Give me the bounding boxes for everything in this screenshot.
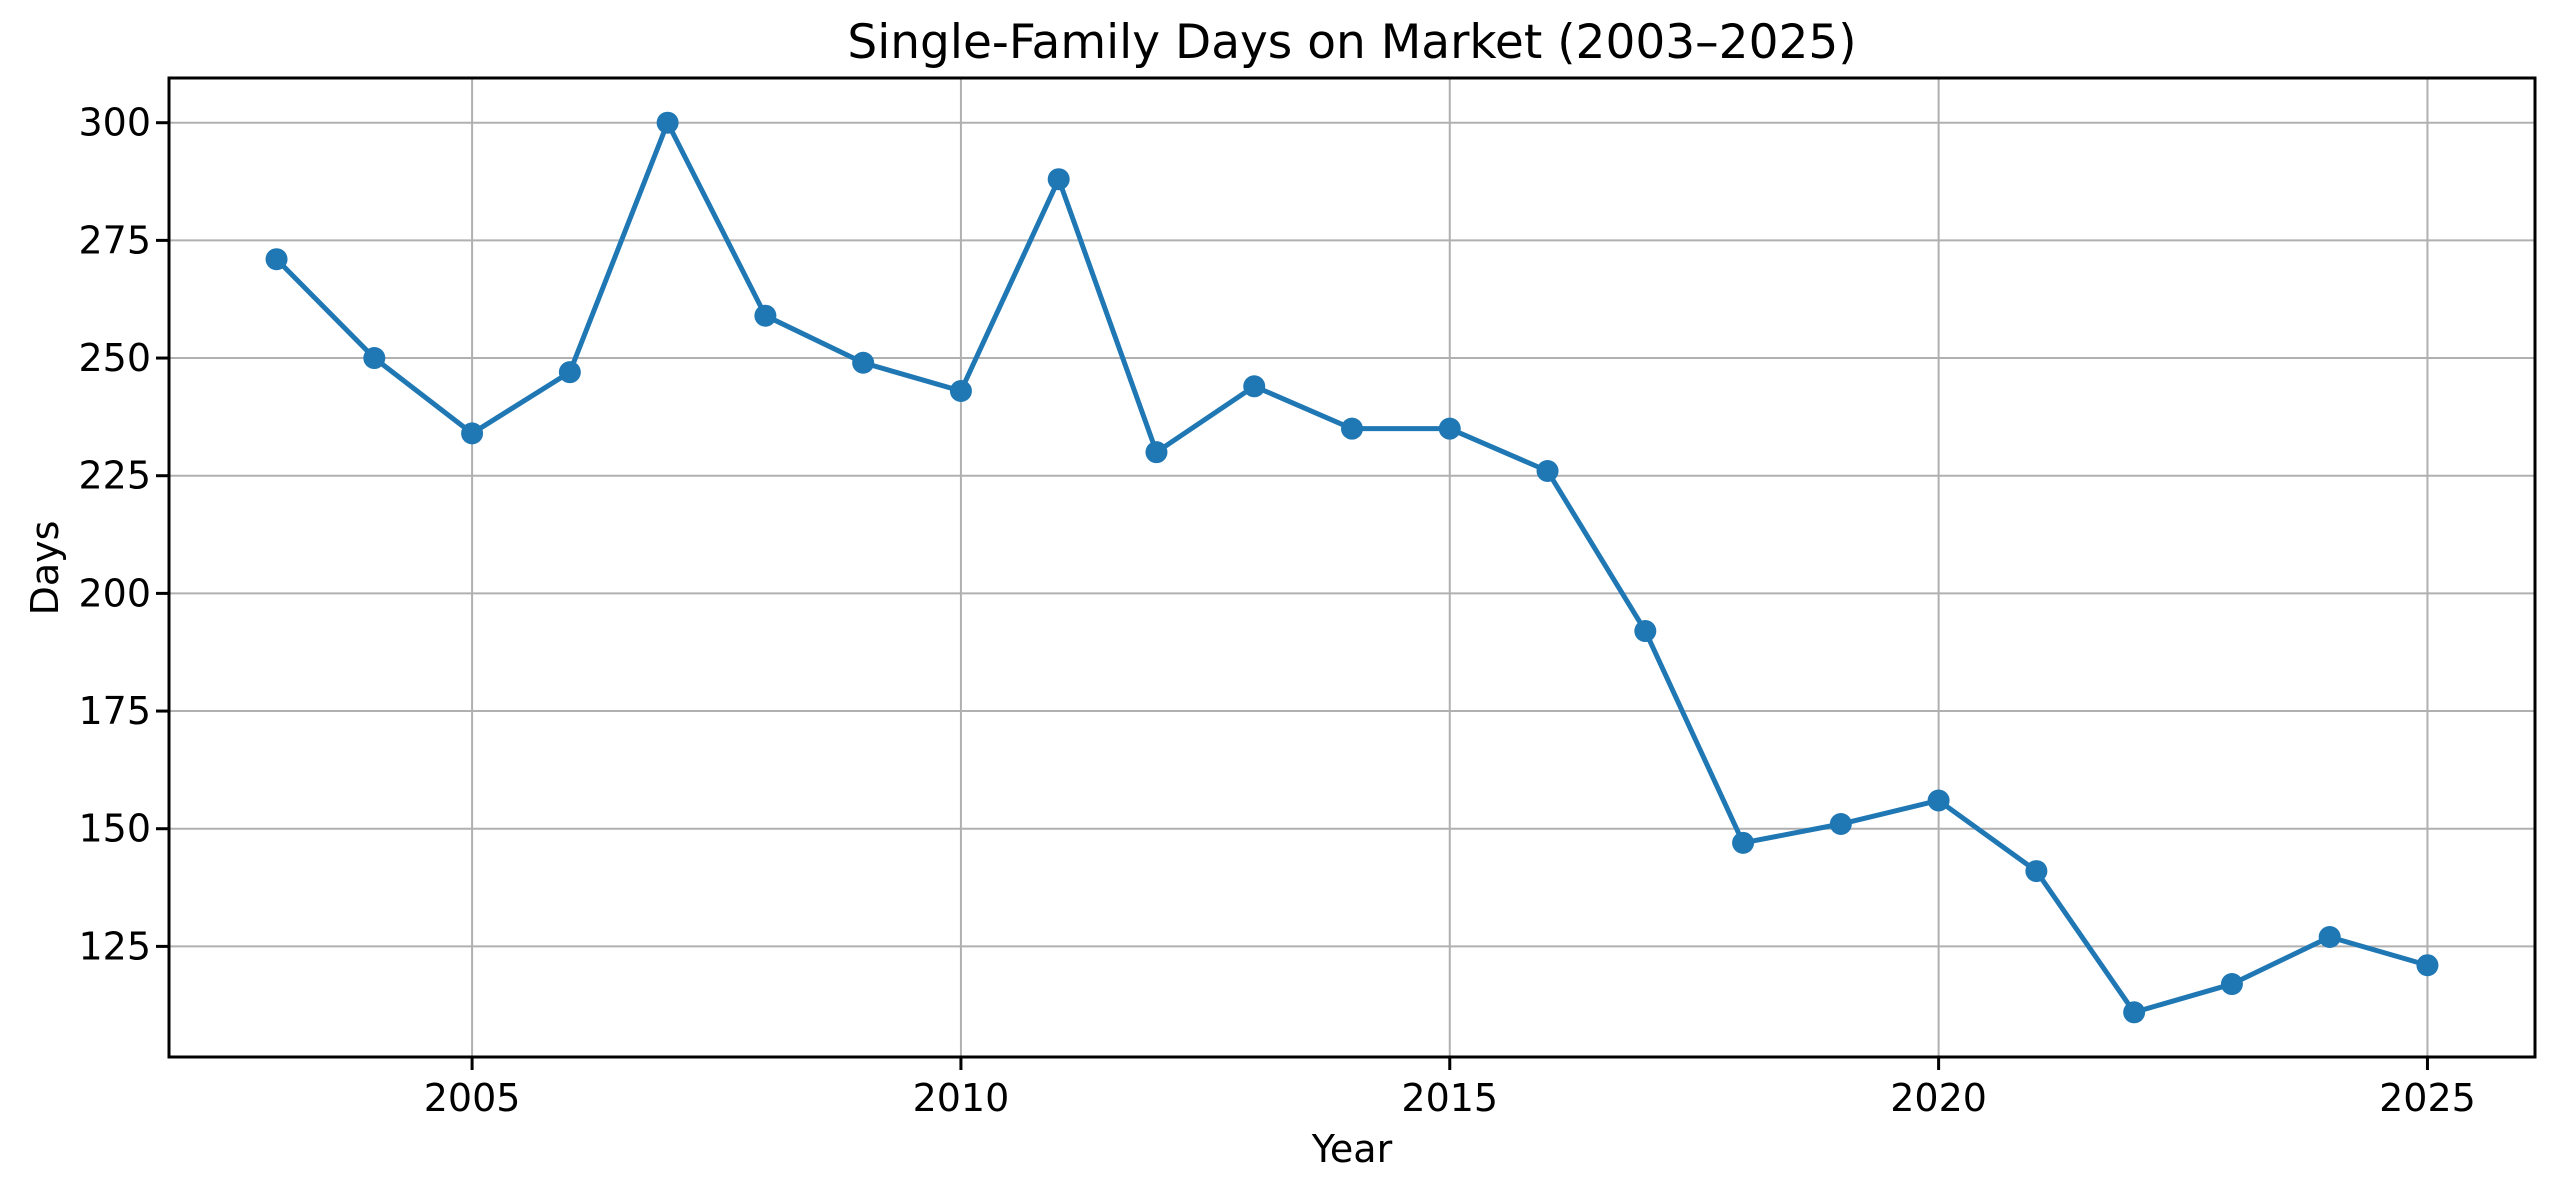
x-tick-label: 2025 xyxy=(2379,1076,2476,1120)
axis-layer: 125 150 175 200 225 250 275 300 2005 2010 2015 2020… xyxy=(78,76,2537,1120)
y-tick-label: 300 xyxy=(78,101,151,145)
y-axis-label: Days xyxy=(23,521,67,616)
x-axis-label: Year xyxy=(1311,1127,1393,1171)
data-point xyxy=(1438,417,1461,440)
data-point xyxy=(363,347,386,370)
data-point xyxy=(1536,460,1559,483)
data-point xyxy=(2025,860,2048,883)
data-point xyxy=(558,361,581,384)
data-point xyxy=(1732,831,1755,854)
data-point xyxy=(1243,375,1266,398)
x-tick-label: 2005 xyxy=(424,1076,521,1120)
data-point xyxy=(2416,954,2439,977)
y-tick-label: 275 xyxy=(78,218,151,262)
data-point xyxy=(656,111,679,134)
data-point xyxy=(461,422,484,445)
data-point xyxy=(949,379,972,402)
data-point xyxy=(852,351,875,374)
data-point xyxy=(1829,813,1852,836)
data-point xyxy=(1341,417,1363,440)
series-layer xyxy=(265,111,2439,1024)
y-tick-label: 250 xyxy=(78,336,151,380)
data-point xyxy=(2220,973,2243,996)
y-tick-label: 175 xyxy=(78,689,151,733)
data-point xyxy=(1634,620,1657,643)
y-tick-label: 225 xyxy=(78,454,151,498)
grid-layer xyxy=(169,78,2535,1057)
y-tick-label: 150 xyxy=(78,807,151,851)
data-point xyxy=(1047,168,1070,191)
x-tick-label: 2010 xyxy=(913,1076,1010,1120)
data-point xyxy=(2123,1001,2146,1024)
series-line xyxy=(274,120,2430,1015)
data-point xyxy=(265,248,288,271)
data-point xyxy=(1145,441,1168,464)
data-point xyxy=(754,304,777,327)
y-tick-label: 125 xyxy=(78,924,151,968)
y-tick-label: 200 xyxy=(78,571,151,615)
plot-border xyxy=(167,76,2537,1059)
data-point xyxy=(1927,789,1950,812)
x-tick-label: 2020 xyxy=(1890,1076,1987,1120)
chart-title: Single-Family Days on Market (2003–2025) xyxy=(847,15,1856,70)
data-point xyxy=(2318,925,2341,948)
x-tick-label: 2015 xyxy=(1401,1076,1498,1120)
